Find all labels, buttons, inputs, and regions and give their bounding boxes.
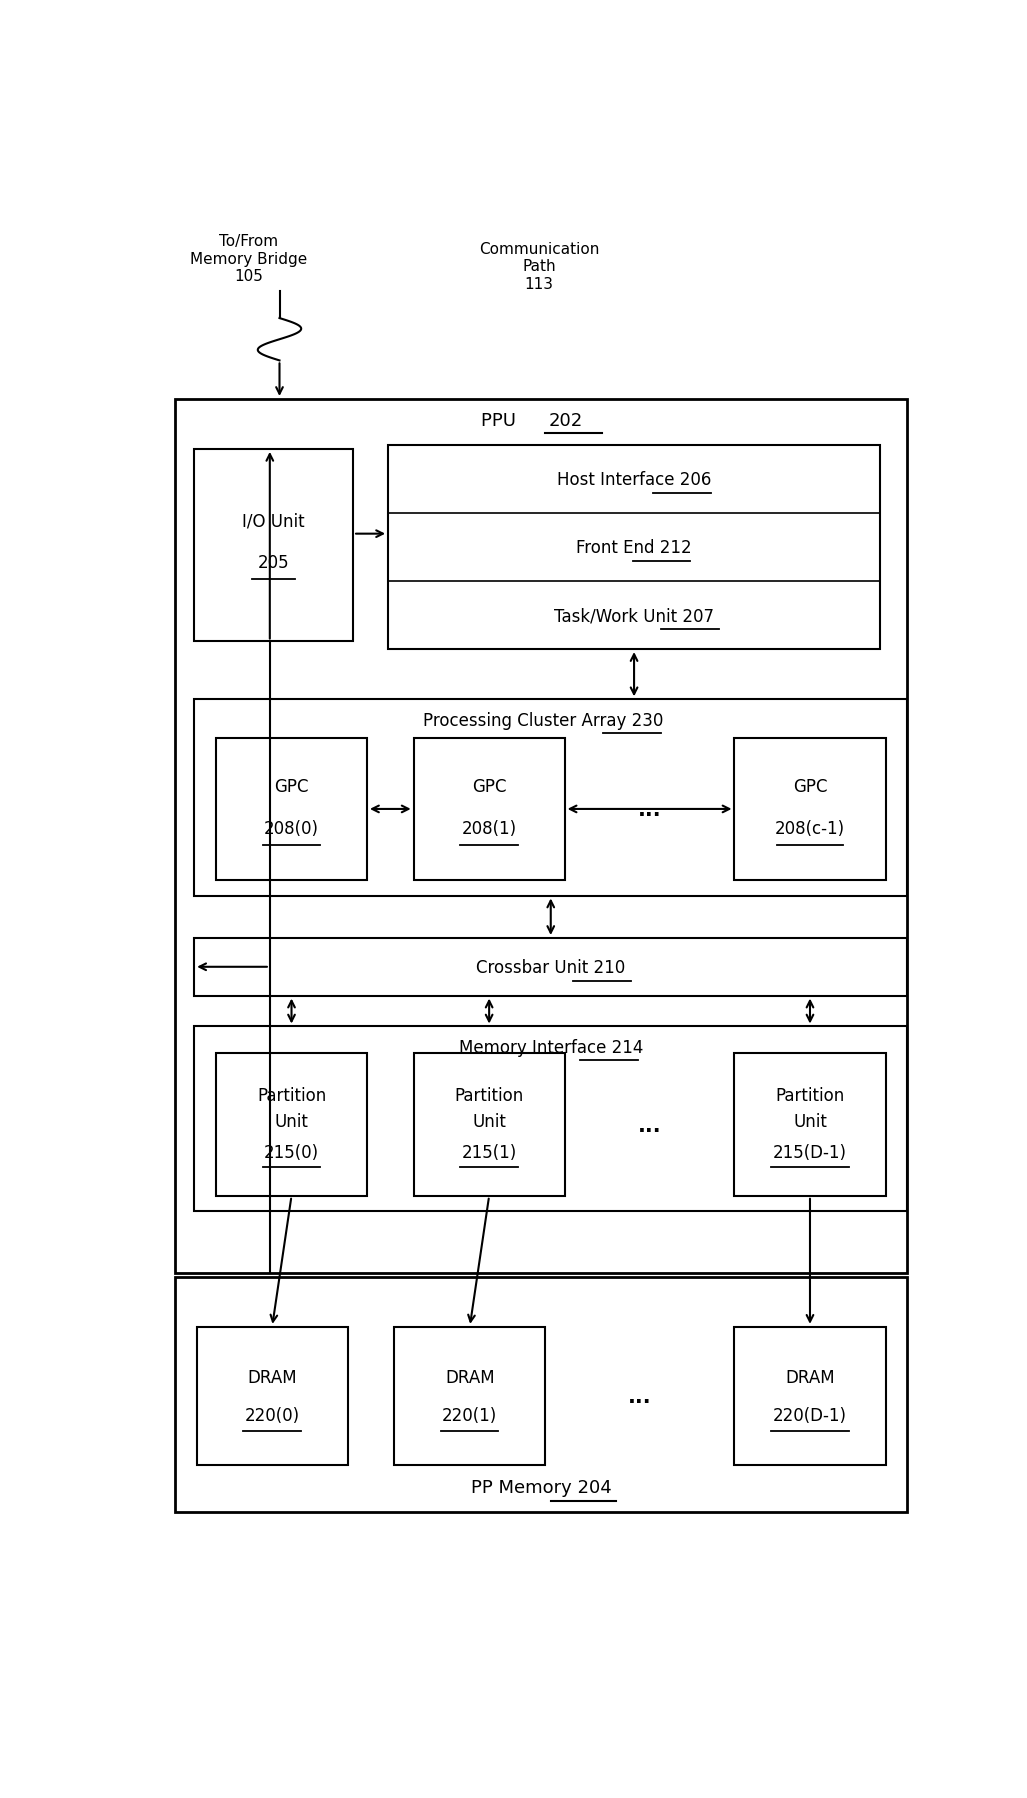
Text: PP Memory 204: PP Memory 204 bbox=[470, 1478, 611, 1496]
Text: Partition: Partition bbox=[775, 1086, 844, 1104]
Bar bbox=[216, 739, 367, 881]
Text: To/From
Memory Bridge
105: To/From Memory Bridge 105 bbox=[190, 234, 307, 284]
Text: DRAM: DRAM bbox=[786, 1368, 835, 1386]
Text: GPC: GPC bbox=[471, 777, 506, 795]
Text: Crossbar Unit 210: Crossbar Unit 210 bbox=[477, 958, 625, 976]
Text: 208(0): 208(0) bbox=[264, 820, 319, 838]
Text: DRAM: DRAM bbox=[445, 1368, 495, 1386]
Text: 215(0): 215(0) bbox=[264, 1144, 319, 1162]
Text: ...: ... bbox=[638, 1115, 661, 1135]
Text: Unit: Unit bbox=[274, 1113, 308, 1131]
Text: ...: ... bbox=[629, 1386, 652, 1406]
Bar bbox=[734, 1054, 885, 1196]
Bar bbox=[394, 1327, 545, 1465]
Text: 208(1): 208(1) bbox=[461, 820, 517, 838]
Text: 215(D-1): 215(D-1) bbox=[773, 1144, 847, 1162]
Text: 208(c-1): 208(c-1) bbox=[775, 820, 845, 838]
Bar bbox=[414, 739, 565, 881]
Bar bbox=[175, 399, 907, 1273]
Text: GPC: GPC bbox=[274, 777, 309, 795]
Bar bbox=[388, 446, 880, 649]
Text: Host Interface 206: Host Interface 206 bbox=[557, 471, 712, 489]
Text: PPU: PPU bbox=[481, 412, 522, 430]
Bar bbox=[734, 1327, 885, 1465]
Text: Partition: Partition bbox=[455, 1086, 524, 1104]
Text: Memory Interface 214: Memory Interface 214 bbox=[459, 1039, 643, 1057]
Text: Communication
Path
113: Communication Path 113 bbox=[479, 243, 600, 291]
Text: 220(D-1): 220(D-1) bbox=[773, 1406, 847, 1424]
Text: Partition: Partition bbox=[257, 1086, 327, 1104]
Text: 215(1): 215(1) bbox=[461, 1144, 517, 1162]
Bar bbox=[194, 450, 353, 642]
Text: 202: 202 bbox=[548, 412, 583, 430]
Text: Task/Work Unit 207: Task/Work Unit 207 bbox=[554, 606, 714, 624]
Text: I/O Unit: I/O Unit bbox=[242, 512, 305, 530]
Text: 220(0): 220(0) bbox=[244, 1406, 300, 1424]
Text: Unit: Unit bbox=[793, 1113, 827, 1131]
Text: Unit: Unit bbox=[472, 1113, 506, 1131]
Text: DRAM: DRAM bbox=[248, 1368, 297, 1386]
Bar bbox=[216, 1054, 367, 1196]
Text: ...: ... bbox=[638, 800, 661, 820]
Bar bbox=[194, 699, 907, 895]
Text: GPC: GPC bbox=[793, 777, 827, 795]
Bar bbox=[734, 739, 885, 881]
Bar bbox=[194, 1027, 907, 1212]
Text: Processing Cluster Array 230: Processing Cluster Array 230 bbox=[423, 712, 663, 730]
Text: Front End 212: Front End 212 bbox=[576, 539, 692, 557]
Bar bbox=[414, 1054, 565, 1196]
Bar bbox=[194, 939, 907, 996]
Text: 220(1): 220(1) bbox=[443, 1406, 497, 1424]
Bar bbox=[196, 1327, 348, 1465]
Bar bbox=[175, 1277, 907, 1512]
Text: 205: 205 bbox=[258, 554, 290, 572]
